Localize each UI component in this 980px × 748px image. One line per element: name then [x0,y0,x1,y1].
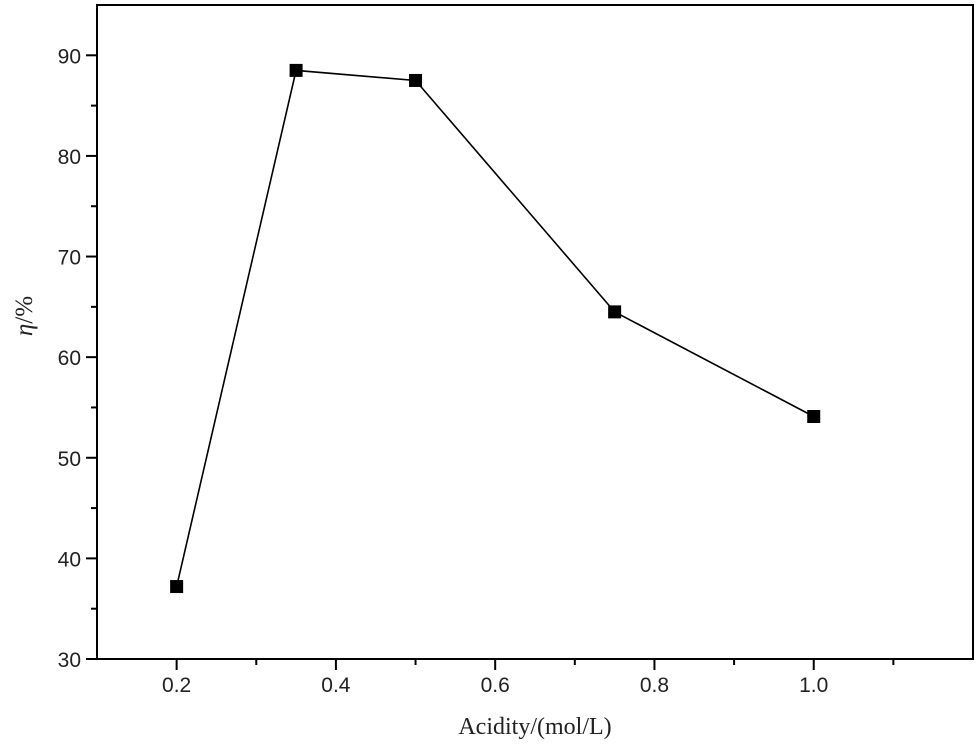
x-tick-label: 0.4 [321,674,351,697]
y-tick-label: 70 [58,247,81,270]
data-point [409,73,423,87]
x-tick-label: 0.8 [640,674,669,697]
y-tick-label: 40 [58,548,81,571]
data-point [608,305,622,319]
y-tick-label: 50 [58,448,81,471]
data-point [289,63,303,77]
y-tick-label: 80 [58,146,81,169]
x-axis-label: Acidity/(mol/L) [458,714,611,740]
y-tick-label: 90 [58,45,81,68]
series-layer [170,63,821,594]
series-line [175,69,815,587]
y-tick-label: 60 [58,347,81,370]
y-axis-ticks: 30 40 50 60 70 80 90 [58,45,97,672]
y-axis-label: η/% [11,296,38,336]
data-point [170,580,184,594]
x-axis-ticks: 0.2 0.4 0.6 0.8 1.0 [162,659,895,697]
y-tick-label: 30 [58,649,81,672]
x-tick-label: 0.6 [481,674,510,697]
x-tick-label: 1.0 [799,674,828,697]
y-axis-label-symbol: η [11,324,38,336]
x-tick-label: 0.2 [162,674,191,697]
y-axis-label-unit: /% [11,296,38,324]
plot-frame [96,4,974,660]
data-point [807,410,821,424]
